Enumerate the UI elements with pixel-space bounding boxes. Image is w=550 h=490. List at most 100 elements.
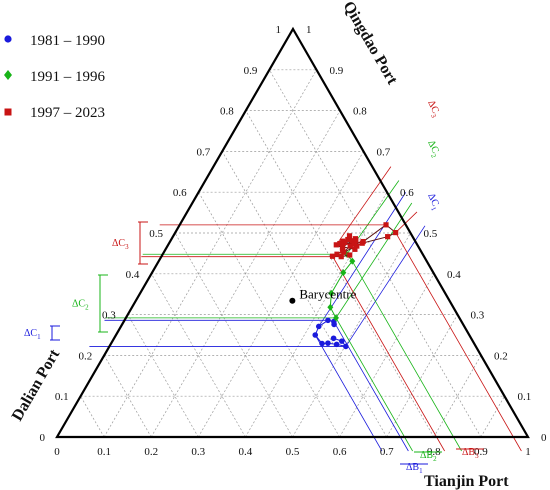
data-point xyxy=(349,238,355,244)
tick-left: 0.1 xyxy=(55,391,69,403)
data-point xyxy=(319,340,325,347)
delta-subscript: 1 xyxy=(419,467,423,475)
delta-label: ΔC2 xyxy=(72,299,89,312)
tick-bottom: 0.1 xyxy=(97,446,111,458)
data-point xyxy=(315,323,322,330)
data-point xyxy=(333,341,340,348)
tick-left: 0.9 xyxy=(244,65,258,77)
grid-line-b xyxy=(386,314,458,438)
tick-right: 0.3 xyxy=(471,310,485,322)
legend-label-1981-1990: 1981 – 1990 xyxy=(30,33,105,49)
guide-line xyxy=(335,166,392,246)
guide-line xyxy=(395,211,418,233)
data-point xyxy=(328,289,335,297)
data-point xyxy=(325,317,331,324)
legend-marker-1997-2023 xyxy=(4,108,12,116)
axis-title-qingdao: Qingdao Port xyxy=(340,0,402,88)
tick-left: 0 xyxy=(40,432,46,444)
barycentre-marker xyxy=(289,297,296,304)
data-point xyxy=(327,303,334,311)
tick-right: 0.5 xyxy=(424,228,438,240)
delta-subscript: 2 xyxy=(433,455,437,463)
tick-left: 1 xyxy=(276,24,282,36)
data-point xyxy=(340,269,347,277)
tick-right: 1 xyxy=(306,24,312,36)
delta-label: ΔB2 xyxy=(420,450,437,463)
data-point xyxy=(325,340,331,346)
data-point xyxy=(329,253,336,259)
delta-subscript: 3 xyxy=(475,452,479,460)
tick-left: 0.6 xyxy=(173,187,187,199)
triangle-outline xyxy=(55,26,530,439)
tick-left: 0.7 xyxy=(196,146,210,158)
data-point xyxy=(346,233,353,239)
data-point xyxy=(352,236,358,242)
tick-bottom: 0.4 xyxy=(239,446,253,458)
grid-line-c xyxy=(127,314,199,438)
tick-left: 0.2 xyxy=(78,350,92,362)
tick-left: 0.5 xyxy=(149,228,163,240)
delta-subscript: 1 xyxy=(37,333,41,341)
legend-label-1997-2023: 1997 – 2023 xyxy=(30,105,105,121)
barycentre-label: Barycentre xyxy=(299,287,356,302)
data-point xyxy=(333,242,339,248)
data-point xyxy=(341,249,347,255)
axis-title-dalian: Dalian Port xyxy=(9,346,64,424)
data-point xyxy=(349,257,356,265)
guide-line xyxy=(335,202,413,319)
tick-left: 0.3 xyxy=(102,310,116,322)
tick-right: 0.4 xyxy=(447,269,461,281)
data-point xyxy=(312,332,319,338)
axis-title-tianjin: Tianjin Port xyxy=(424,473,509,490)
tick-right: 0.6 xyxy=(400,187,414,199)
grid-lines xyxy=(80,69,505,438)
delta-label: ΔC1 xyxy=(24,328,41,341)
guide-line xyxy=(333,321,409,452)
grid-line-b xyxy=(197,151,364,438)
tick-bottom: 0.2 xyxy=(144,446,158,458)
grid-line-b xyxy=(103,69,317,438)
data-point xyxy=(354,243,360,249)
data-point xyxy=(332,314,339,322)
grid-line-c xyxy=(80,396,105,438)
data-point xyxy=(337,241,343,247)
tick-labels: 0 0.1 0.2 0.3 0.4 0.5 0.6 0.7 0.8 0.9 100.10.20.30… xyxy=(40,24,548,458)
guide-line xyxy=(314,334,383,452)
data-point xyxy=(352,246,358,252)
grid-line-b xyxy=(480,396,505,438)
legend: 1981 – 1990 1991 – 1996 1997 – 2023 xyxy=(4,33,106,121)
delta-label: ΔC3 xyxy=(423,99,442,120)
delta-subscript: 2 xyxy=(429,153,438,160)
data-series xyxy=(312,222,399,350)
grid-line-c xyxy=(198,192,340,438)
delta-label: ΔC3 xyxy=(112,238,129,251)
legend-marker-1991-1996 xyxy=(4,70,12,80)
grid-line-b xyxy=(245,192,388,438)
delta-guide-lines xyxy=(89,166,522,452)
tick-right: 0.2 xyxy=(494,350,508,362)
tick-right: 0.9 xyxy=(330,65,344,77)
tick-bottom: 0.6 xyxy=(333,446,347,458)
data-point xyxy=(345,236,351,243)
triangle-frame xyxy=(55,26,530,439)
data-point xyxy=(393,229,399,236)
guide-line xyxy=(318,192,407,327)
tick-right: 0.8 xyxy=(353,106,367,118)
data-point xyxy=(339,338,345,344)
data-point xyxy=(342,239,348,245)
data-point xyxy=(340,244,346,250)
data-point xyxy=(347,252,353,258)
delta-label: ΔC2 xyxy=(423,139,442,160)
grid-line-b xyxy=(292,232,411,438)
data-point xyxy=(330,335,337,342)
delta-label: ΔC1 xyxy=(423,192,442,213)
tick-right: 0.7 xyxy=(377,146,391,158)
delta-subscript: 3 xyxy=(125,243,129,251)
guide-line xyxy=(332,256,445,452)
delta-subscript: 3 xyxy=(429,113,438,120)
grid-line-c xyxy=(151,273,246,438)
data-point xyxy=(334,251,340,257)
grid-line-c xyxy=(221,151,388,438)
grid-line-c xyxy=(174,232,293,438)
